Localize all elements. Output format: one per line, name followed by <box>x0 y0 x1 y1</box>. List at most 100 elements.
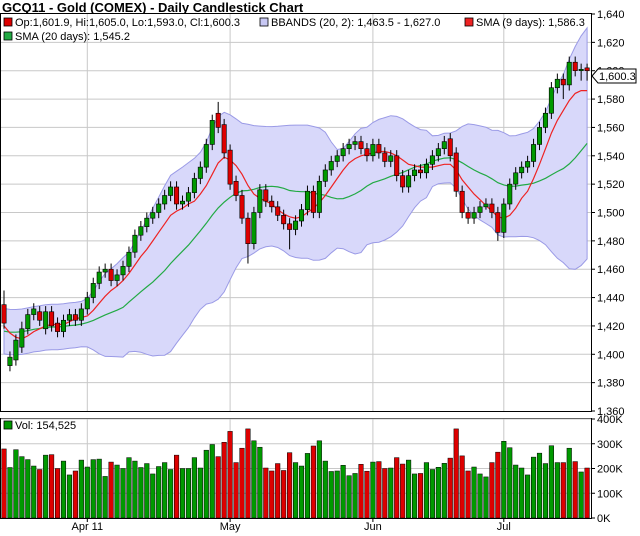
volume-bar <box>209 444 215 519</box>
volume-bar <box>293 462 299 519</box>
candle-up <box>180 200 186 205</box>
volume-bar <box>447 457 453 519</box>
volume-bar <box>507 447 513 519</box>
bbands-legend: BBANDS (20, 2): 1,463.5 - 1,627.0 <box>259 17 440 29</box>
volume-bar <box>334 470 340 519</box>
price-axis: 1,360 1,380 1,400 1,420 1,440 1,460 1,480 1,500… <box>591 9 625 418</box>
volume-bar <box>281 470 287 519</box>
candle-up <box>251 212 257 244</box>
candle-up <box>519 166 525 174</box>
candle-up <box>96 271 102 284</box>
volume-bar <box>465 470 471 519</box>
volume-bar <box>90 459 96 519</box>
volume-bar <box>483 476 489 519</box>
candle-up <box>340 148 346 157</box>
candle-up <box>471 212 477 219</box>
volume-bar <box>102 476 108 519</box>
candle-up <box>542 112 548 128</box>
volume-bar <box>400 463 406 519</box>
candle-down <box>72 314 78 321</box>
candle-up <box>156 203 162 213</box>
x-tick-label: Jun <box>364 521 382 533</box>
volume-bar <box>352 473 358 519</box>
volume-bar <box>25 459 31 519</box>
candle-down <box>281 215 287 225</box>
volume-bar <box>495 451 501 519</box>
candle-up <box>43 311 49 330</box>
price-tick-label: 1,620 <box>597 37 625 49</box>
volume-bar <box>298 465 305 519</box>
candle-up <box>429 155 435 165</box>
candle-up <box>209 120 215 145</box>
candle-up <box>7 356 13 366</box>
candle-down <box>1 304 7 324</box>
candle-up <box>406 175 412 188</box>
candle-down <box>227 149 233 185</box>
candle-up <box>162 195 168 205</box>
last-price-marker <box>591 68 637 84</box>
volume-bar <box>263 467 269 519</box>
volume-bar <box>525 474 531 519</box>
volume-tick-label: 0K <box>597 513 611 525</box>
candle-up <box>548 87 554 114</box>
volume-bar <box>477 473 483 519</box>
volume-bar <box>233 462 239 519</box>
volume-bar <box>60 460 67 519</box>
candle-up <box>203 144 209 168</box>
volume-bar <box>185 468 191 519</box>
candle-down <box>239 195 245 219</box>
volume-bar <box>239 447 245 519</box>
volume-bar <box>37 469 43 519</box>
volume-bar <box>394 457 400 519</box>
candle-up <box>370 144 376 157</box>
volume-bar <box>96 458 102 519</box>
bollinger-band-area <box>3 26 588 358</box>
volume-bar <box>215 456 221 519</box>
x-tick-label: Jul <box>497 521 511 533</box>
candle-down <box>364 148 370 157</box>
candle-down <box>49 311 55 327</box>
price-tick-label: 1,460 <box>597 264 625 276</box>
candle-down <box>221 124 227 154</box>
price-tick-label: 1,400 <box>597 349 625 361</box>
volume-bar <box>513 464 519 519</box>
candle-up <box>423 163 429 174</box>
x-tick-label: May <box>220 521 241 533</box>
candle-down <box>459 190 465 213</box>
volume-bar <box>221 442 227 519</box>
ohlc-legend-label: Op:1,601.9, Hi:1,605.0, Lo:1,593.0, Cl:1… <box>15 17 240 29</box>
volume-bar <box>423 462 429 519</box>
candle-down <box>453 152 459 192</box>
volume-bar <box>269 470 275 519</box>
volume-tick-label: 400K <box>597 414 623 426</box>
candle-down <box>560 78 566 86</box>
candle-up <box>168 186 174 196</box>
candle-up <box>316 181 322 213</box>
volume-bar <box>471 466 477 519</box>
volume-legend: Vol: 154,525 <box>3 420 76 432</box>
candle-down <box>394 155 400 176</box>
candle-down <box>263 189 269 202</box>
candle-down <box>447 138 453 157</box>
volume-bar <box>132 460 138 519</box>
price-tick-label: 1,640 <box>597 9 625 21</box>
candle-up <box>441 141 447 149</box>
volume-bar <box>66 474 73 519</box>
volume-bar <box>554 462 560 519</box>
candle-up <box>322 169 328 182</box>
volume-bar <box>251 440 257 519</box>
candle-up <box>31 308 37 315</box>
x-axis: Apr 11 May Jun Jul <box>72 518 511 533</box>
volume-bar <box>49 454 55 519</box>
volume-bar <box>566 447 572 519</box>
candle-down <box>358 141 364 149</box>
candle-down <box>376 144 382 154</box>
candle-up <box>78 308 84 321</box>
volume-bar <box>245 428 251 519</box>
last-price-label: 1,600.3 <box>599 71 636 83</box>
candle-down <box>584 67 590 72</box>
volume-bar <box>43 454 49 519</box>
volume-bar <box>441 463 447 519</box>
candle-up <box>334 155 340 162</box>
volume-bar <box>501 441 507 519</box>
